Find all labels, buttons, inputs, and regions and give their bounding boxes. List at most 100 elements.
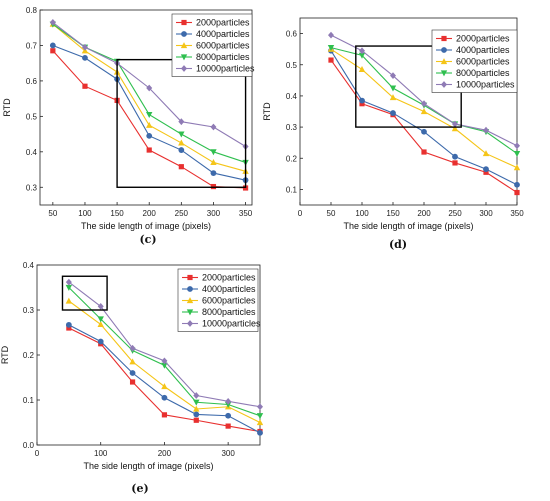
legend-marker <box>187 320 193 327</box>
x-tick-label: 200 <box>417 209 431 218</box>
data-point <box>452 160 458 166</box>
y-tick-label: 0.4 <box>26 148 38 157</box>
legend-marker <box>187 274 193 281</box>
x-tick-label: 50 <box>327 209 336 218</box>
y-tick-label: 0.3 <box>26 183 38 192</box>
series-2000particles <box>66 325 263 435</box>
data-point <box>97 321 104 327</box>
data-point <box>161 383 168 390</box>
data-point <box>390 110 396 116</box>
y-tick-label: 0.5 <box>286 61 298 70</box>
data-point <box>129 344 136 352</box>
y-tick-label: 0.7 <box>26 41 38 50</box>
legend-marker <box>180 42 188 49</box>
panel-label: (e) <box>131 482 148 495</box>
data-point <box>49 42 56 49</box>
x-tick-label: 250 <box>175 209 189 218</box>
data-point <box>210 183 217 190</box>
legend-entry-label: 8000particles <box>456 68 510 78</box>
x-tick-label: 50 <box>48 209 57 218</box>
chart-panel-0: 50 100 150 200 250 300 350 0.3 0.4 0.5 0.6 0.7 0.8 Th… <box>2 6 255 246</box>
legend-marker <box>186 309 194 316</box>
data-point <box>513 150 521 157</box>
data-point <box>161 394 168 401</box>
legend-entry-label: 8000particles <box>202 307 256 317</box>
y-tick-label: 0.2 <box>23 351 35 360</box>
data-point <box>483 169 489 175</box>
data-point <box>389 85 397 92</box>
data-point <box>193 411 200 418</box>
data-point <box>193 392 200 399</box>
data-point <box>129 370 136 376</box>
legend-marker <box>441 47 447 53</box>
data-point <box>65 297 73 304</box>
y-tick-label: 0.3 <box>23 306 35 315</box>
legend-marker <box>181 65 187 72</box>
data-point <box>82 54 88 61</box>
data-point <box>390 72 396 80</box>
data-point <box>49 19 56 26</box>
data-point <box>146 132 153 139</box>
legend-entry-label: 2000particles <box>456 34 510 44</box>
data-point <box>242 185 249 191</box>
chart-panel-1: 0 50 100 150 200 250 300 350 0.1 0.2 0.3 0.4 0.5 0.6 T… <box>262 17 524 251</box>
y-tick-label: 0.8 <box>26 6 38 15</box>
x-tick-label: 0 <box>35 449 40 458</box>
data-point <box>210 123 217 131</box>
data-point <box>210 170 217 176</box>
x-tick-label: 300 <box>479 209 493 218</box>
data-point <box>225 423 231 429</box>
data-point <box>256 413 264 420</box>
legend-entry-label: 4000particles <box>456 45 510 55</box>
data-point <box>225 412 232 419</box>
data-point <box>514 181 520 188</box>
data-point <box>178 164 184 170</box>
data-point <box>178 131 185 138</box>
data-point <box>452 120 458 128</box>
plot-frame <box>39 9 253 206</box>
data-point <box>129 379 136 385</box>
y-tick-label: 0.4 <box>286 92 298 101</box>
data-point <box>421 149 427 155</box>
x-tick-label: 150 <box>110 209 124 218</box>
legend-entry-label: 4000particles <box>202 284 256 294</box>
data-point <box>483 126 489 134</box>
data-point <box>146 147 152 153</box>
data-point <box>421 128 427 135</box>
data-point <box>359 97 365 104</box>
y-tick-label: 0.1 <box>23 396 35 405</box>
data-point <box>358 52 366 59</box>
y-axis-label: RTD <box>0 345 10 364</box>
legend-entry-label: 10000particles <box>456 80 515 90</box>
series-10000particles <box>328 31 520 150</box>
data-point <box>146 111 153 118</box>
data-point <box>210 159 217 166</box>
data-point <box>129 358 136 365</box>
y-tick-label: 0.0 <box>23 441 35 450</box>
legend-marker <box>181 31 187 37</box>
zoom-region-box <box>61 275 108 311</box>
legend-entry-label: 10000particles <box>196 64 255 74</box>
chart-panel-2: 0 100 200 300 0.0 0.1 0.2 0.3 0.4 The side length… <box>0 261 264 495</box>
x-axis-label: The side length of image (pixels) <box>343 221 473 231</box>
legend-entry-label: 4000particles <box>196 29 250 39</box>
y-tick-label: 0.5 <box>26 112 38 121</box>
legend-marker <box>441 81 447 88</box>
data-point <box>50 48 56 54</box>
legend-marker <box>187 286 193 292</box>
x-tick-label: 350 <box>510 209 524 218</box>
data-point <box>178 139 185 146</box>
legend-entry-label: 6000particles <box>456 57 510 67</box>
legend-marker <box>440 70 448 77</box>
data-point <box>146 84 153 92</box>
x-tick-label: 350 <box>239 209 253 218</box>
x-tick-label: 200 <box>143 209 157 218</box>
data-point <box>193 405 200 412</box>
data-point <box>514 142 520 150</box>
legend-entry-label: 8000particles <box>196 52 250 62</box>
data-point <box>482 150 490 157</box>
legend-marker <box>440 58 448 65</box>
